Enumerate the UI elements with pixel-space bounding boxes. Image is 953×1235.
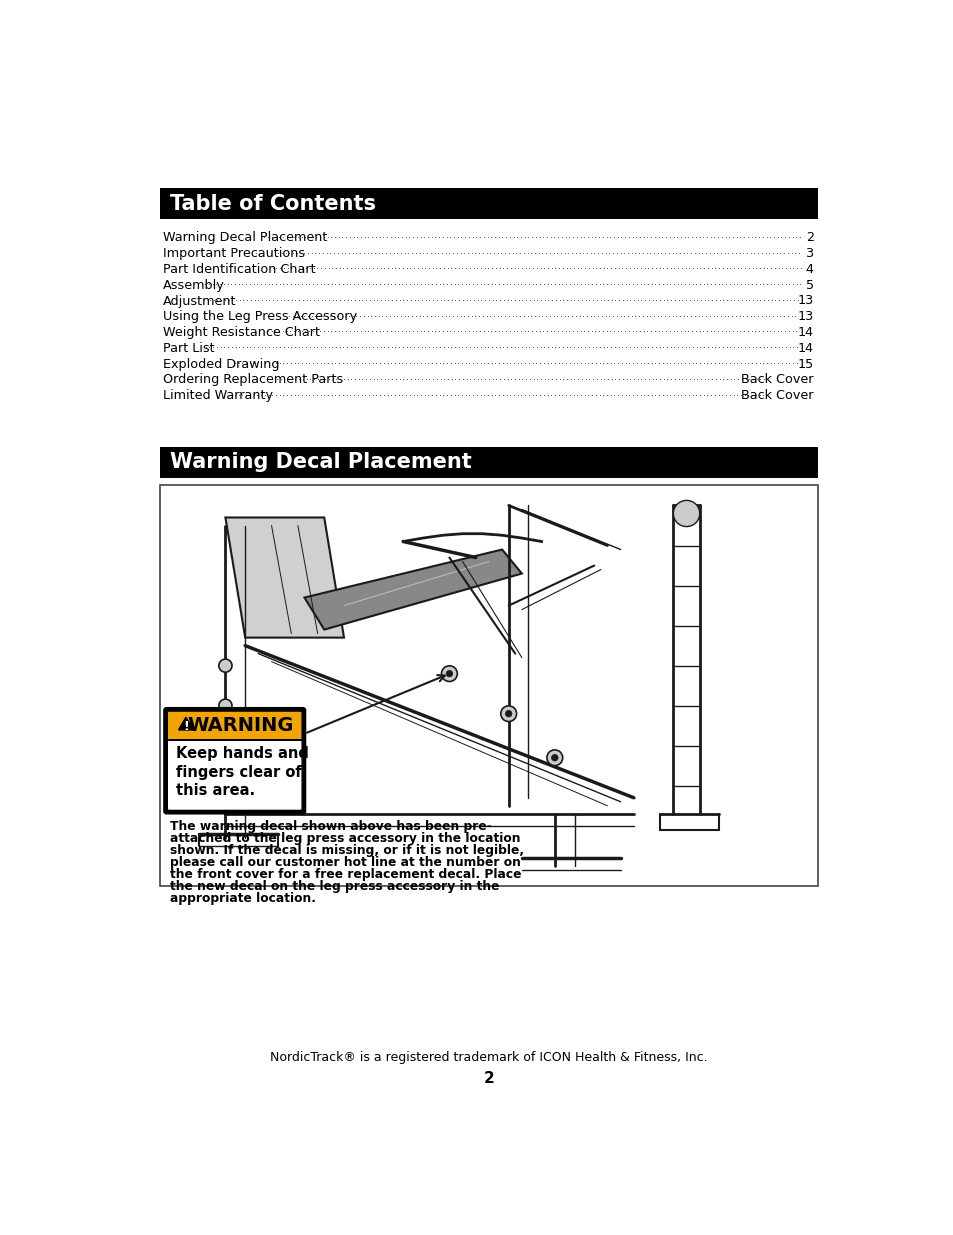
Bar [159, 485, 818, 885]
Bar [159, 188, 818, 219]
Circle shape [446, 671, 453, 677]
Text: 14: 14 [797, 326, 813, 340]
Bar [169, 739, 300, 740]
Circle shape [551, 755, 558, 761]
Text: NordicTrack® is a registered trademark of ICON Health & Fitness, Inc.: NordicTrack® is a registered trademark o… [270, 1051, 707, 1065]
Text: WARNING: WARNING [188, 716, 294, 735]
Circle shape [673, 500, 699, 526]
Polygon shape [304, 550, 521, 630]
Text: 3: 3 [804, 247, 813, 261]
Text: 4: 4 [804, 263, 813, 275]
Bar [169, 735, 300, 740]
Text: 2: 2 [804, 231, 813, 245]
Text: the front cover for a free replacement decal. Place: the front cover for a free replacement d… [171, 868, 521, 881]
Text: Assembly: Assembly [162, 279, 224, 291]
Text: Table of Contents: Table of Contents [171, 194, 376, 214]
Text: please call our customer hot line at the number on: please call our customer hot line at the… [171, 856, 520, 869]
Circle shape [218, 659, 232, 672]
FancyBboxPatch shape [164, 708, 305, 814]
Text: Warning Decal Placement: Warning Decal Placement [162, 231, 327, 245]
Text: Using the Leg Press Accessory: Using the Leg Press Accessory [162, 310, 356, 324]
Circle shape [441, 666, 456, 682]
Text: fingers clear of: fingers clear of [175, 764, 301, 781]
Text: the new decal on the leg press accessory in the: the new decal on the leg press accessory… [171, 881, 499, 893]
Text: !: ! [183, 720, 189, 732]
Text: 2: 2 [483, 1071, 494, 1086]
Text: appropriate location.: appropriate location. [171, 892, 316, 905]
Text: Exploded Drawing: Exploded Drawing [162, 358, 279, 370]
Text: The warning decal shown above has been pre-: The warning decal shown above has been p… [171, 820, 492, 834]
Text: attached to the leg press accessory in the location: attached to the leg press accessory in t… [171, 832, 520, 845]
Text: this area.: this area. [175, 783, 254, 799]
Text: Warning Decal Placement: Warning Decal Placement [171, 452, 472, 472]
Text: Part List: Part List [162, 342, 214, 354]
Circle shape [218, 699, 232, 713]
Text: shown. If the decal is missing, or if it is not legible,: shown. If the decal is missing, or if it… [171, 845, 524, 857]
Polygon shape [178, 718, 193, 730]
Text: Limited Warranty: Limited Warranty [162, 389, 273, 403]
Text: Keep hands and: Keep hands and [175, 746, 309, 762]
Text: 13: 13 [797, 294, 813, 308]
Text: 14: 14 [797, 342, 813, 354]
FancyBboxPatch shape [167, 711, 302, 810]
FancyBboxPatch shape [167, 711, 302, 740]
Text: Ordering Replacement Parts: Ordering Replacement Parts [162, 373, 342, 387]
Circle shape [500, 706, 517, 721]
Text: Back Cover: Back Cover [740, 389, 813, 403]
Text: 15: 15 [797, 358, 813, 370]
Circle shape [505, 710, 512, 718]
Text: 13: 13 [797, 310, 813, 324]
Text: Part Identification Chart: Part Identification Chart [162, 263, 314, 275]
Bar [159, 447, 818, 478]
Text: Back Cover: Back Cover [740, 373, 813, 387]
Polygon shape [225, 517, 344, 637]
Text: Adjustment: Adjustment [162, 294, 236, 308]
Text: Weight Resistance Chart: Weight Resistance Chart [162, 326, 319, 340]
Text: Important Precautions: Important Precautions [162, 247, 304, 261]
Circle shape [546, 750, 562, 766]
Text: 5: 5 [804, 279, 813, 291]
